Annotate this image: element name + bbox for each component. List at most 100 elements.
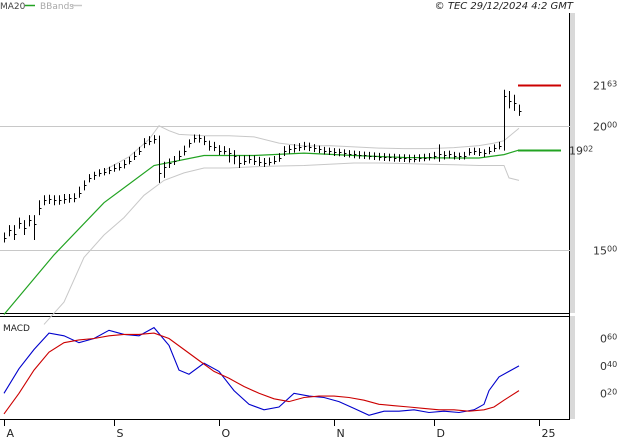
ohlc-bar <box>364 151 367 160</box>
ohlc-bar <box>459 152 462 161</box>
macd-axis-strip <box>570 316 575 419</box>
ohlc-bar <box>394 153 397 162</box>
ohlc-bar <box>159 135 162 183</box>
ohlc-bar <box>519 104 522 116</box>
ohlc-bar <box>194 134 197 143</box>
ohlc-bar <box>69 194 72 203</box>
macd-tick-label: 060 <box>600 333 617 346</box>
ohlc-bar <box>119 163 122 171</box>
ohlc-bar <box>59 195 62 205</box>
ohlc-bar <box>94 171 97 180</box>
ohlc-bar <box>74 193 77 203</box>
ohlc-bar <box>219 145 222 156</box>
ohlc-bar <box>89 174 92 183</box>
ohlc-bar <box>44 195 47 206</box>
ohlc-bar <box>409 154 412 163</box>
ohlc-bar <box>39 200 42 216</box>
date-axis: A S O N D 25 <box>4 420 556 440</box>
ohlc-bar <box>314 144 317 153</box>
ohlc-bar <box>429 153 432 161</box>
ohlc-bar <box>434 151 437 160</box>
ohlc-bar <box>504 89 507 151</box>
ohlc-bar <box>224 146 227 155</box>
ohlc-bar <box>334 148 337 157</box>
ohlc-bar <box>114 164 117 172</box>
ohlc-bar <box>274 156 277 165</box>
ohlc-bar <box>254 155 257 165</box>
price-axis-strip <box>570 13 575 313</box>
ohlc-bar <box>279 153 282 162</box>
ohlc-bar <box>454 151 457 160</box>
ohlc-bar <box>419 154 422 162</box>
ohlc-bar <box>79 186 82 198</box>
macd-tick-label: 020 <box>600 387 617 400</box>
ohlc-bar <box>499 141 502 150</box>
ohlc-bar <box>214 141 217 152</box>
ohlc-bar <box>484 149 487 158</box>
ohlc-bar <box>189 139 192 148</box>
upper-level-label: 2163 <box>593 80 617 93</box>
ohlc-bar <box>99 169 102 177</box>
ohlc-bar <box>339 148 342 157</box>
macd-tick-label: 040 <box>600 360 617 373</box>
ohlc-bar <box>294 144 297 153</box>
ohlc-bar <box>329 147 332 156</box>
ohlc-bar <box>134 151 137 161</box>
macd-title: MACD <box>3 324 30 334</box>
ohlc-bar <box>249 155 252 164</box>
ohlc-bar <box>494 144 497 152</box>
ohlc-bar <box>509 90 512 109</box>
legend-bbands-label: BBands <box>40 2 74 12</box>
ohlc-bar <box>24 220 27 236</box>
ohlc-bar <box>149 136 152 146</box>
ohlc-bar <box>54 195 57 206</box>
ohlc-bar <box>374 152 377 161</box>
ohlc-bar <box>289 145 292 154</box>
ohlc-bar <box>139 146 142 156</box>
ohlc-bar <box>369 151 372 160</box>
ohlc-bar <box>444 151 447 160</box>
ohlc-bar <box>9 225 12 237</box>
ohlc-bar <box>19 217 22 229</box>
ohlc-bar <box>269 157 272 166</box>
ohlc-bar <box>174 156 177 165</box>
ohlc-bar <box>164 161 167 178</box>
ohlc-bar <box>424 153 427 162</box>
legend-ma20-label: MA20 <box>0 2 26 12</box>
price-panel <box>0 13 570 313</box>
ohlc-bar <box>14 225 17 240</box>
ohlc-bar <box>29 215 32 227</box>
ohlc-bar <box>319 145 322 154</box>
ohlc-bar <box>264 158 267 167</box>
ohlc-bar <box>129 156 132 165</box>
ohlc-bar <box>399 154 402 162</box>
ohlc-bar <box>199 134 202 143</box>
ma20-line <box>3 149 520 315</box>
ohlc-bar <box>359 151 362 159</box>
date-tick-label: S <box>117 427 124 440</box>
macd-line <box>3 326 520 416</box>
ohlc-series <box>4 89 522 243</box>
copyright-credit: © TEC 29/12/2024 4:2 GMT <box>435 1 574 12</box>
bbands-lower-line <box>43 162 520 325</box>
date-tick-label: N <box>337 427 345 440</box>
ohlc-bar <box>439 144 442 162</box>
ohlc-bar <box>389 153 392 162</box>
ohlc-bar <box>169 158 172 168</box>
ohlc-bar <box>179 150 182 161</box>
ohlc-bar <box>469 148 472 156</box>
date-tick-label: A <box>7 427 15 440</box>
ohlc-bar <box>124 160 127 169</box>
ohlc-bar <box>384 153 387 162</box>
ohlc-bar <box>299 143 302 152</box>
price-tick-label: 2000 <box>593 121 617 134</box>
date-tick-label: 25 <box>542 427 556 440</box>
price-axis-ticks: 2000 1500 <box>593 121 617 258</box>
ohlc-bar <box>284 146 287 157</box>
ohlc-bar <box>349 150 352 158</box>
macd-signal-line <box>3 332 520 415</box>
ohlc-bar <box>414 154 417 163</box>
price-gridlines <box>0 126 570 251</box>
ohlc-bar <box>239 155 242 168</box>
